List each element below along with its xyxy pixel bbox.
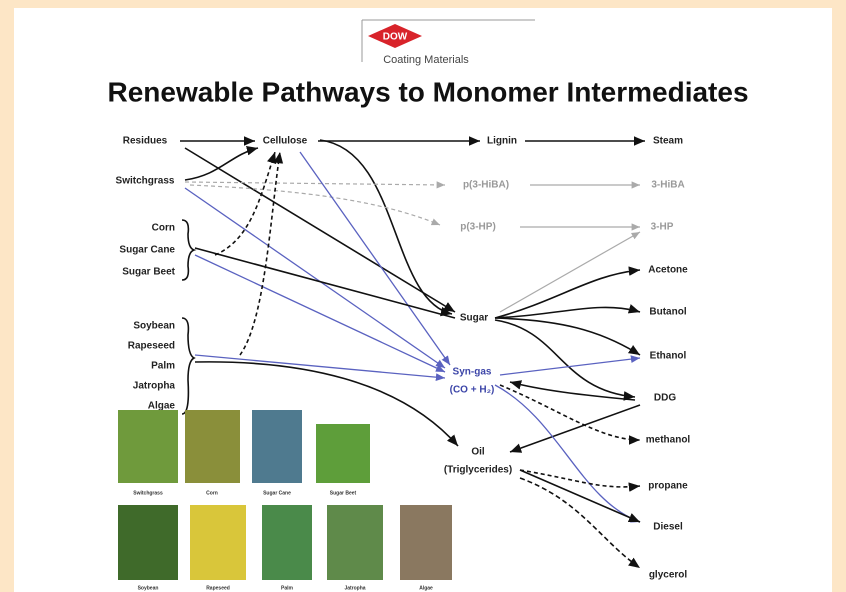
logo-text: DOW [383, 32, 408, 43]
node: Acetone [648, 265, 688, 276]
photo-caption: Jatropha [344, 585, 365, 591]
photo-caption: Sugar Beet [330, 490, 357, 496]
photo-caption: Corn [206, 490, 218, 496]
photo-caption: Palm [281, 585, 294, 591]
node: Oil [471, 447, 485, 458]
photo [118, 505, 178, 580]
node: Corn [152, 223, 175, 234]
node: Jatropha [133, 381, 176, 392]
photo [316, 424, 370, 483]
photo-caption: Rapeseed [206, 585, 230, 591]
node: Sugar [460, 313, 488, 324]
node: Palm [151, 361, 175, 372]
node: p(3-HiBA) [463, 180, 509, 191]
node: Residues [123, 136, 168, 147]
node: Ethanol [650, 351, 687, 362]
node: Switchgrass [116, 176, 175, 187]
photo [185, 410, 240, 483]
photo [262, 505, 312, 580]
node: Steam [653, 136, 683, 147]
node: glycerol [649, 570, 688, 581]
node: Diesel [653, 522, 683, 533]
photo [118, 410, 178, 483]
node: Rapeseed [128, 341, 175, 352]
node: DDG [654, 393, 676, 404]
photo-caption: Soybean [138, 585, 159, 591]
photo [252, 410, 302, 483]
node: 3-HiBA [651, 180, 684, 191]
photo [400, 505, 452, 580]
title: Renewable Pathways to Monomer Intermedia… [107, 76, 748, 107]
photo [327, 505, 383, 580]
node: Soybean [133, 321, 175, 332]
photo-caption: Algae [419, 585, 433, 591]
node: Butanol [649, 307, 686, 318]
slide: DOW Coating Materials Renewable Pathways… [0, 0, 846, 592]
node: 3-HP [651, 222, 674, 233]
photo-caption: Switchgrass [133, 490, 163, 496]
node: methanol [646, 435, 691, 446]
node: p(3-HP) [460, 222, 496, 233]
node: propane [648, 481, 688, 492]
node: Algae [148, 401, 176, 412]
node: (CO + H₂) [450, 385, 495, 396]
node: Sugar Cane [119, 245, 175, 256]
subtitle: Coating Materials [383, 54, 469, 66]
node: Syn-gas [453, 367, 492, 378]
node: Cellulose [263, 136, 308, 147]
photo [190, 505, 246, 580]
node: Sugar Beet [122, 267, 175, 278]
photo-caption: Sugar Cane [263, 490, 291, 496]
node: Lignin [487, 136, 517, 147]
node: (Triglycerides) [444, 465, 512, 476]
